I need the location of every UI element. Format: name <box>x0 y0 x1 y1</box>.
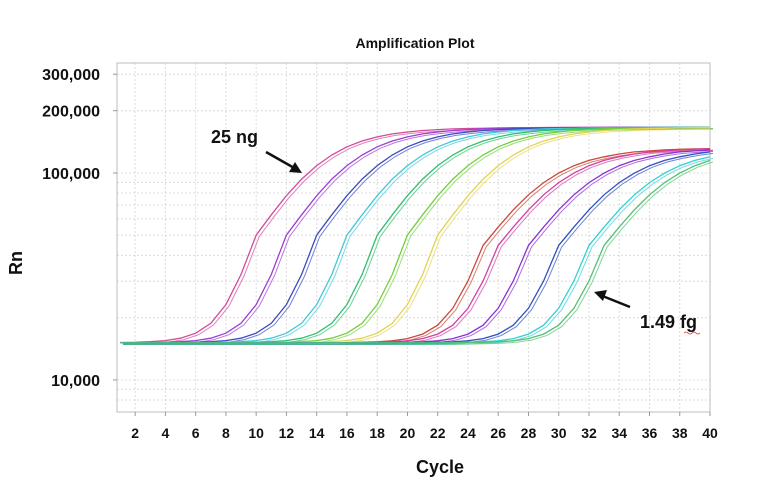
x-tick-label: 4 <box>162 425 170 441</box>
arrow-1-49fg-icon <box>594 290 631 309</box>
y-tick-label: 300,000 <box>42 67 100 84</box>
x-tick-label: 36 <box>642 425 658 441</box>
x-tick-label: 28 <box>521 425 537 441</box>
x-tick-label: 18 <box>369 425 385 441</box>
x-tick-label: 20 <box>400 425 416 441</box>
series-group <box>119 126 714 345</box>
y-axis-label: Rn <box>6 251 26 275</box>
x-tick-label: 32 <box>581 425 597 441</box>
series-line-13 <box>120 159 711 344</box>
x-tick-label: 2 <box>131 425 139 441</box>
x-tick-label: 26 <box>490 425 506 441</box>
x-tick-label: 30 <box>551 425 567 441</box>
series-replicate-line-1 <box>122 128 713 345</box>
series-line-8 <box>120 147 711 344</box>
x-tick-labels: 2 4 6 8 10 12 14 16 18 20 22 24 26 28 30 32 34 36 38 40 <box>131 412 718 441</box>
x-tick-label: 14 <box>309 425 325 441</box>
x-tick-label: 16 <box>339 425 355 441</box>
arrow-25ng-icon <box>265 150 302 173</box>
x-tick-label: 40 <box>702 425 718 441</box>
series-line-10 <box>120 149 711 344</box>
series-replicate-line-4 <box>123 128 713 345</box>
x-tick-label: 24 <box>460 425 476 441</box>
y-tick-label: 200,000 <box>42 104 100 121</box>
chart-title: Amplification Plot <box>356 35 475 51</box>
y-tick-label: 100,000 <box>42 166 100 183</box>
x-tick-label: 12 <box>279 425 295 441</box>
x-axis-label: Cycle <box>416 457 464 477</box>
plot-frame <box>116 62 711 413</box>
x-tick-label: 6 <box>192 425 200 441</box>
x-tick-label: 10 <box>248 425 264 441</box>
y-tick-label: 10,000 <box>51 373 100 390</box>
series-replicate-line-12 <box>123 157 714 345</box>
series-line-11 <box>120 151 711 344</box>
annotation-25ng: 25 ng <box>211 127 258 147</box>
x-tick-label: 38 <box>672 425 688 441</box>
series-replicate-line-13 <box>123 161 714 345</box>
spellcheck-underline <box>683 331 701 335</box>
series-replicate-line-10 <box>123 150 714 345</box>
x-tick-label: 22 <box>430 425 446 441</box>
x-tick-label: 34 <box>611 425 627 441</box>
series-line-9 <box>120 148 711 344</box>
x-tick-label: 8 <box>222 425 230 441</box>
grid <box>117 63 711 412</box>
annotation-1-49fg: 1.49 fg <box>640 312 697 332</box>
y-tick-labels: 10,000 100,000 200,000 300,000 <box>42 67 117 390</box>
